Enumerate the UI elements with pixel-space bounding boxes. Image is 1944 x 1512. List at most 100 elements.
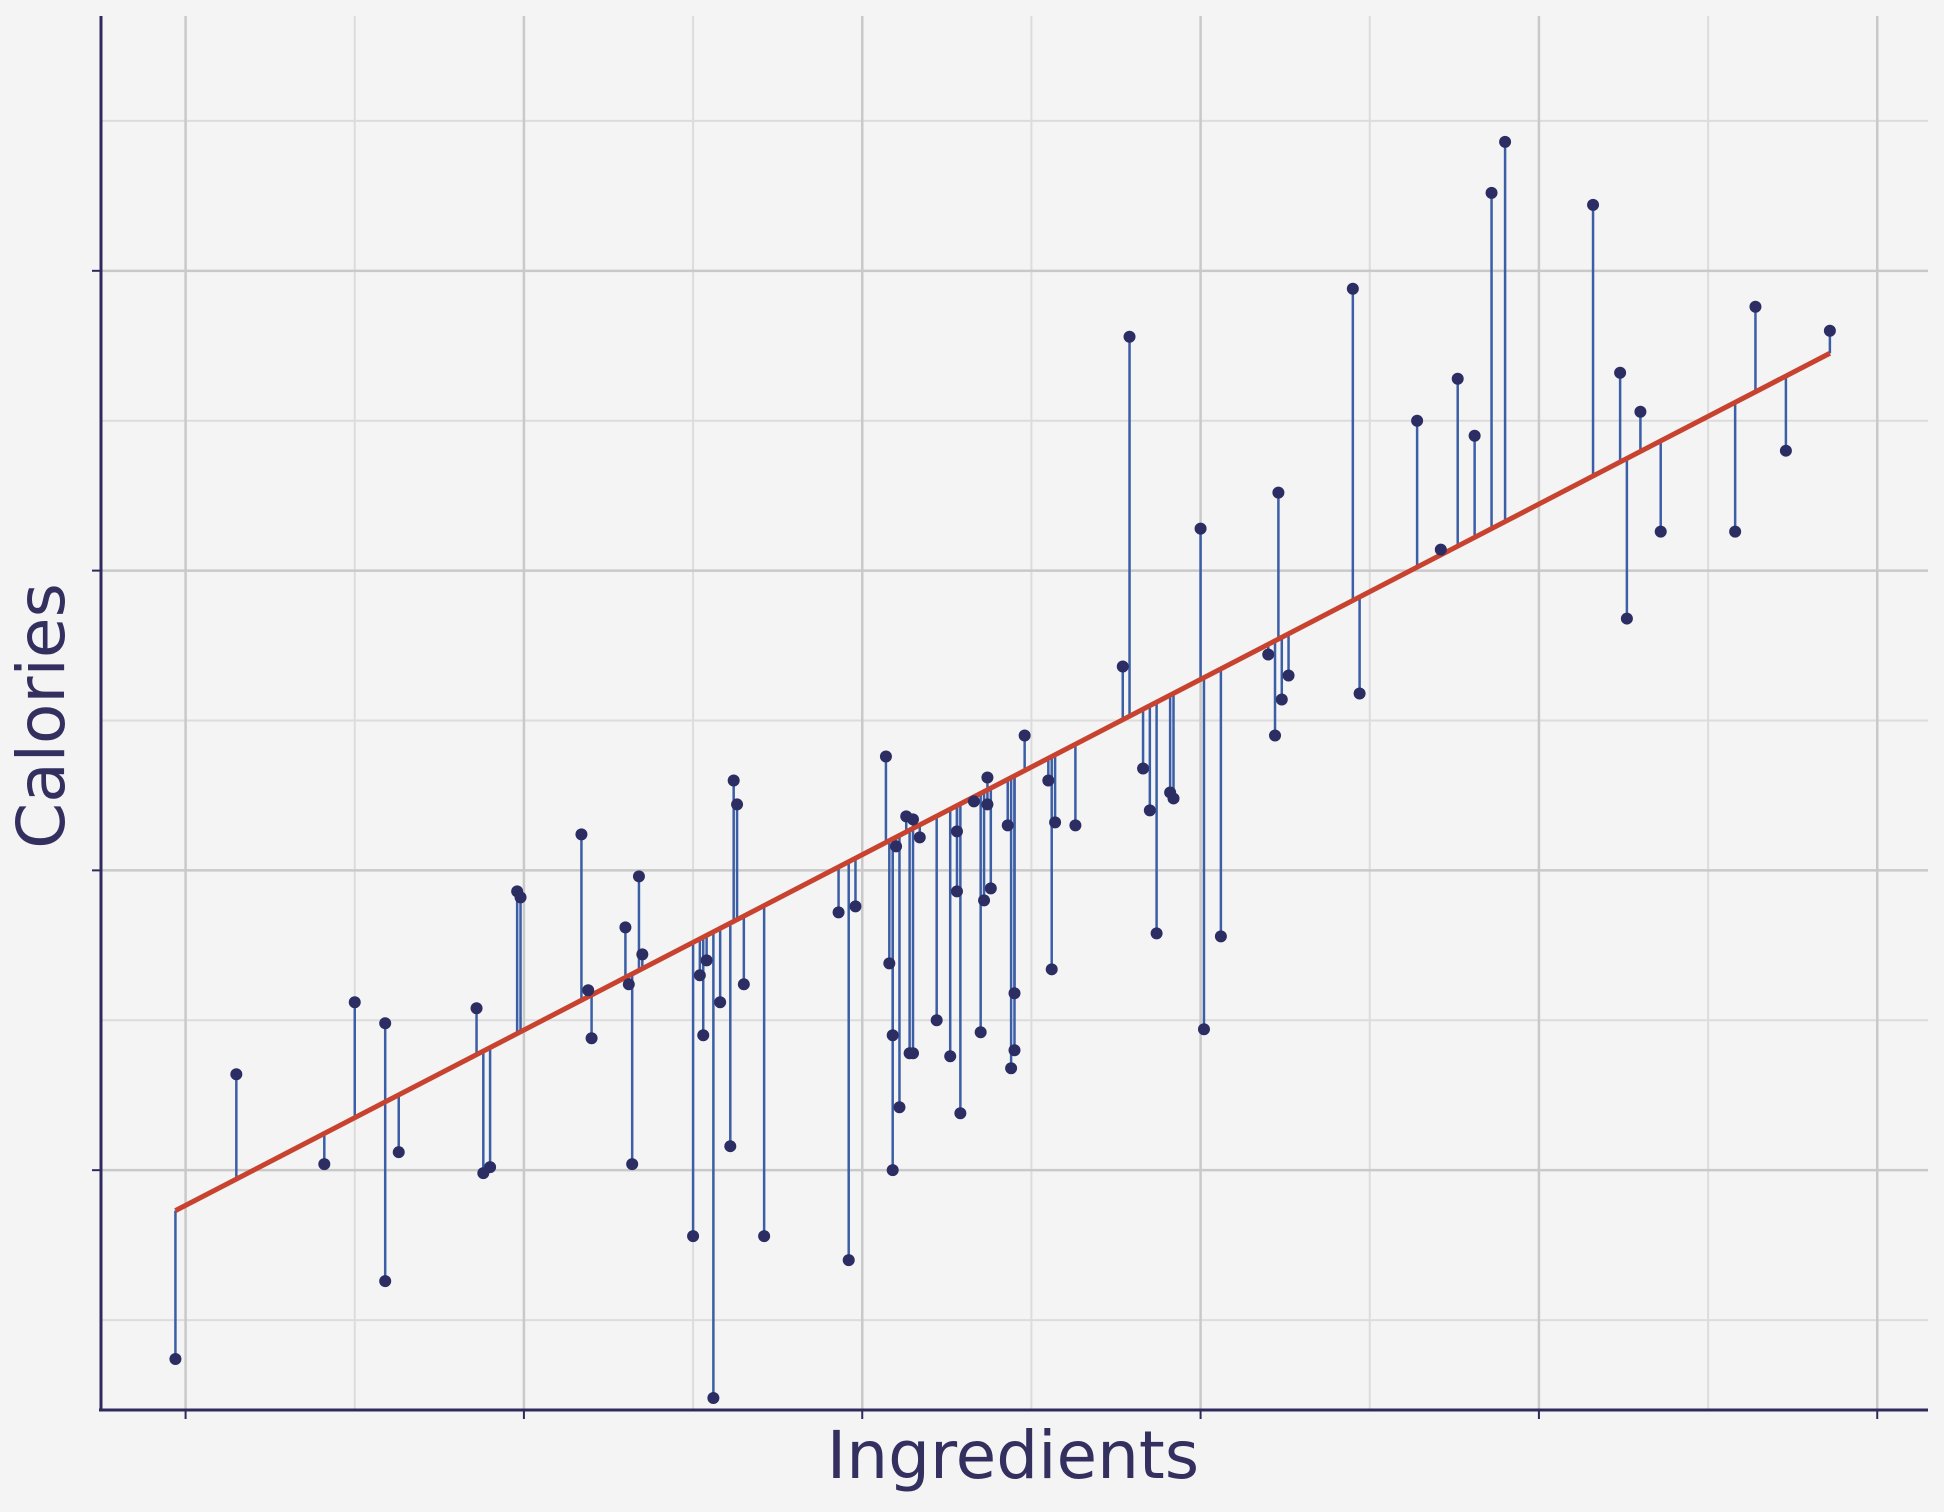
data-point — [981, 771, 994, 784]
data-point — [1194, 522, 1207, 535]
data-point — [1197, 1023, 1210, 1036]
data-point — [575, 828, 588, 841]
data-point — [842, 1254, 855, 1267]
data-points — [169, 135, 1836, 1405]
data-point — [737, 978, 750, 991]
data-point — [1654, 525, 1667, 538]
data-point — [470, 1002, 483, 1015]
data-point — [484, 1161, 497, 1174]
data-point — [348, 996, 361, 1009]
y-axis-title: Calories — [3, 583, 80, 849]
data-point — [886, 1029, 899, 1042]
data-point — [893, 1101, 906, 1114]
data-point — [1282, 669, 1295, 682]
fit-line-group — [174, 351, 1832, 1213]
data-point — [632, 870, 645, 883]
data-point — [1150, 927, 1163, 940]
data-point — [984, 882, 997, 895]
data-point — [622, 978, 635, 991]
data-point — [1634, 405, 1647, 418]
data-point — [890, 840, 903, 853]
data-point — [636, 948, 649, 961]
data-point — [981, 798, 994, 811]
data-point — [950, 825, 963, 838]
data-point — [913, 831, 926, 844]
data-point — [1749, 300, 1762, 313]
data-point — [1008, 1044, 1021, 1057]
data-point — [697, 1029, 710, 1042]
data-point — [758, 1230, 771, 1243]
data-point — [379, 1275, 392, 1288]
minor-gridlines — [101, 16, 1928, 1410]
data-point — [169, 1353, 182, 1366]
data-point — [727, 774, 740, 787]
data-point — [1272, 486, 1285, 499]
data-point — [849, 900, 862, 913]
residual-lines — [174, 141, 1832, 1399]
data-point — [1823, 324, 1836, 337]
data-point — [1167, 792, 1180, 805]
data-point — [1001, 819, 1014, 832]
data-point — [582, 984, 595, 997]
data-point — [967, 795, 980, 808]
data-point — [1499, 135, 1512, 148]
data-point — [1779, 444, 1792, 457]
data-point — [1451, 372, 1464, 385]
data-point — [883, 957, 896, 970]
data-point — [724, 1140, 737, 1153]
x-axis-title: Ingredients — [827, 1417, 1199, 1494]
data-point — [1123, 330, 1136, 343]
data-point — [907, 813, 919, 826]
data-point — [944, 1050, 957, 1063]
data-point — [318, 1158, 331, 1171]
data-point — [1468, 429, 1481, 442]
data-point — [392, 1146, 405, 1159]
data-point — [1275, 693, 1288, 706]
data-point — [1137, 762, 1150, 775]
data-point — [585, 1032, 598, 1045]
data-point — [930, 1014, 943, 1027]
data-point — [230, 1068, 243, 1081]
data-point — [379, 1017, 392, 1030]
data-point — [1269, 729, 1282, 742]
data-point — [619, 921, 632, 934]
data-point — [1042, 774, 1055, 787]
data-point — [1620, 612, 1633, 625]
data-point — [1008, 987, 1021, 1000]
data-point — [1045, 963, 1058, 976]
fit-line — [174, 351, 1832, 1213]
data-point — [1214, 930, 1227, 943]
data-point — [954, 1107, 967, 1120]
data-point — [626, 1158, 639, 1171]
data-point — [1116, 660, 1129, 673]
data-point — [1143, 804, 1156, 817]
data-point — [1729, 525, 1742, 538]
data-point — [514, 891, 527, 904]
data-point — [1614, 366, 1627, 379]
data-point — [707, 1392, 720, 1405]
data-point — [1262, 648, 1275, 661]
data-point — [1587, 198, 1600, 211]
data-point — [1346, 282, 1359, 295]
data-point — [700, 954, 713, 967]
data-point — [714, 996, 727, 1009]
data-point — [1411, 414, 1424, 427]
data-point — [687, 1230, 700, 1243]
data-point — [886, 1164, 899, 1177]
data-point — [1069, 819, 1082, 832]
data-point — [1353, 687, 1366, 700]
data-point — [1049, 816, 1062, 829]
data-point — [974, 1026, 987, 1039]
data-point — [832, 906, 845, 919]
data-point — [907, 1047, 919, 1060]
data-point — [1434, 543, 1447, 556]
data-point — [731, 798, 744, 811]
data-point — [1485, 186, 1498, 199]
data-point — [978, 894, 991, 907]
data-point — [693, 969, 706, 982]
data-point — [1005, 1062, 1018, 1075]
data-point — [1018, 729, 1031, 742]
data-point — [879, 750, 892, 763]
